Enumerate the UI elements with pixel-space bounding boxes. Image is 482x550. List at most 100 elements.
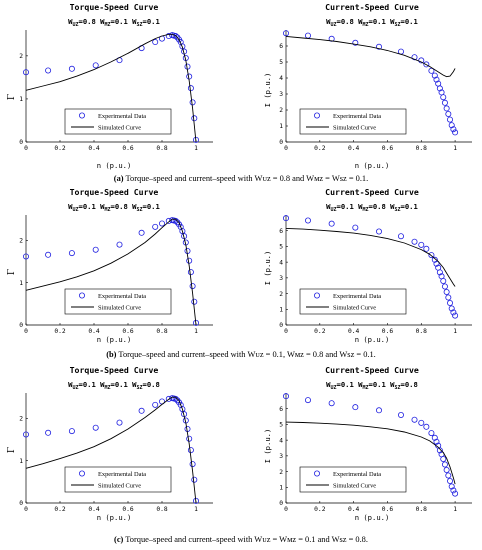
- chart-title: Current-Speed Curve: [325, 187, 419, 197]
- data-point: [352, 224, 359, 231]
- data-point: [282, 30, 289, 37]
- x-tick-label: 1: [194, 145, 198, 152]
- weights-label: WUZ=0.1 WMZ=0.1 WSZ=0.8: [326, 380, 418, 391]
- data-point: [448, 483, 455, 490]
- x-tick-label: 1: [453, 145, 457, 152]
- x-tick-label: 0.2: [54, 328, 66, 335]
- y-axis-label: Γ: [7, 269, 17, 275]
- y-tick-label: 5: [279, 422, 283, 429]
- data-point: [423, 423, 430, 430]
- data-point: [138, 229, 145, 236]
- data-point: [445, 472, 452, 479]
- data-point: [445, 111, 452, 118]
- data-point: [397, 233, 404, 240]
- data-point: [443, 105, 450, 112]
- plot-area: 0 0.2 0.4 0.6 0.8 1 0 1 2 3 4 5 6: [279, 215, 472, 335]
- data-point: [92, 62, 99, 69]
- data-point: [22, 69, 29, 76]
- data-point: [92, 424, 99, 431]
- x-tick-label: 0.6: [122, 506, 134, 513]
- y-axis-label: Γ: [7, 447, 17, 453]
- data-point: [447, 477, 454, 484]
- x-tick-label: 0.6: [382, 145, 394, 152]
- panel-current-a: Current-Speed Curve WUZ=0.8 WMZ=0.1 WSZ=…: [263, 2, 472, 170]
- x-axis-label: n (p.u.): [355, 161, 390, 170]
- data-point: [433, 438, 440, 445]
- legend-simulated: Simulated Curve: [98, 305, 141, 312]
- x-tick-label: 0: [24, 506, 28, 513]
- weights-label: WUZ=0.8 WMZ=0.1 WSZ=0.1: [68, 17, 160, 28]
- y-tick-label: 3: [279, 91, 283, 98]
- weights-label: WUZ=0.1 WMZ=0.1 WSZ=0.8: [68, 380, 160, 391]
- legend-marker-icon: [79, 470, 86, 477]
- y-tick-label: 0: [279, 500, 283, 507]
- y-tick-label: 1: [19, 458, 23, 465]
- chart-title: Torque-Speed Curve: [70, 2, 159, 12]
- data-point: [375, 407, 382, 414]
- legend-experimental: Experimental Data: [98, 471, 146, 478]
- data-point: [45, 67, 52, 74]
- legend-experimental: Experimental Data: [333, 113, 381, 120]
- y-tick-label: 1: [19, 280, 23, 287]
- data-point: [433, 260, 440, 267]
- data-point: [433, 76, 440, 83]
- data-point: [172, 217, 179, 224]
- simulated-curve: [25, 33, 197, 143]
- x-axis-label: n (p.u.): [97, 161, 132, 170]
- data-point: [450, 126, 457, 133]
- data-point: [192, 319, 199, 326]
- x-tick-label: 1: [453, 328, 457, 335]
- data-point: [304, 32, 311, 39]
- data-point: [189, 461, 196, 468]
- x-axis-label: n (p.u.): [97, 335, 132, 344]
- data-point: [411, 416, 418, 423]
- x-tick-label: 0: [284, 145, 288, 152]
- data-point: [445, 294, 452, 301]
- data-point: [152, 223, 159, 230]
- data-point: [186, 257, 193, 264]
- legend-simulated: Simulated Curve: [98, 125, 141, 132]
- y-axis-label: I (p.u.): [263, 251, 272, 286]
- x-axis-label: n (p.u.): [97, 513, 132, 522]
- data-point: [282, 215, 289, 222]
- plot-area: 0 0.2 0.4 0.6 0.8 1 0 1 2: [19, 215, 213, 335]
- legend-marker-icon: [313, 470, 320, 477]
- x-tick-label: 0.6: [382, 506, 394, 513]
- data-point: [192, 136, 199, 143]
- y-tick-label: 4: [279, 75, 283, 82]
- data-point: [158, 220, 165, 227]
- x-tick-label: 0.4: [88, 328, 100, 335]
- x-tick-label: 0.4: [88, 506, 100, 513]
- data-point: [440, 455, 447, 462]
- y-tick-label: 5: [279, 59, 283, 66]
- data-point: [116, 419, 123, 426]
- data-point: [22, 431, 29, 438]
- y-tick-label: 2: [19, 416, 23, 423]
- data-point: [68, 250, 75, 257]
- y-tick-label: 6: [279, 406, 283, 413]
- x-tick-label: 0.8: [156, 145, 168, 152]
- data-point: [447, 116, 454, 123]
- data-point: [436, 447, 443, 454]
- x-tick-label: 0.8: [416, 145, 428, 152]
- x-tick-label: 0.8: [156, 328, 168, 335]
- panel-torque-b: Torque-Speed Curve WUZ=0.1 WMZ=0.8 WSZ=0…: [7, 187, 213, 344]
- y-tick-label: 2: [279, 469, 283, 476]
- y-tick-label: 1: [19, 96, 23, 103]
- x-axis-label: n (p.u.): [355, 513, 390, 522]
- y-tick-label: 2: [19, 238, 23, 245]
- data-point: [423, 61, 430, 68]
- data-point: [443, 466, 450, 473]
- legend-simulated: Simulated Curve: [98, 483, 141, 490]
- x-tick-label: 0.4: [348, 506, 360, 513]
- x-tick-label: 0.8: [156, 506, 168, 513]
- y-tick-label: 4: [279, 437, 283, 444]
- y-tick-label: 2: [19, 53, 23, 60]
- y-tick-label: 0: [19, 322, 23, 329]
- chart-title: Current-Speed Curve: [325, 365, 419, 375]
- data-point: [189, 99, 196, 106]
- data-point: [138, 407, 145, 414]
- data-point: [448, 122, 455, 129]
- y-axis-label: I (p.u.): [263, 429, 272, 464]
